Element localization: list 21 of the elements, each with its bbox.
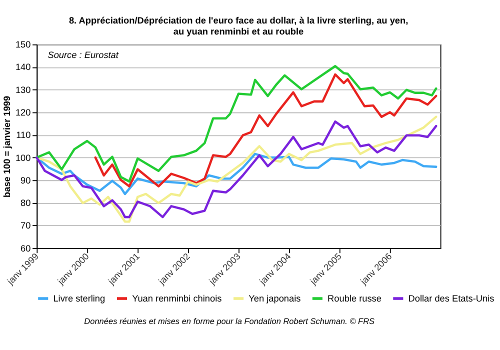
- line-series: [94, 73, 438, 188]
- chart-title: 8. Appréciation/Dépréciation de l'euro face au dollar, à la livre sterling, au yen, au yuan renminbi et au rouble: [68, 15, 408, 36]
- text: Données réunies et mises en forme pour la Fondation Robert Schuman. © FRS: [84, 317, 376, 326]
- y-tick-label: 110: [16, 130, 31, 140]
- legend-label: Dollar des Etats-Unis: [408, 293, 495, 304]
- legend-label: Livre sterling: [53, 293, 106, 304]
- y-tick-label: 100: [15, 152, 31, 163]
- y-tick-label: 150: [15, 40, 31, 50]
- y-tick-label: 140: [15, 62, 31, 72]
- legend-label: Rouble russe: [328, 293, 382, 304]
- annotation: Source : Eurostat: [48, 50, 119, 60]
- y-tick-label: 130: [15, 84, 31, 95]
- line-series: [36, 64, 438, 183]
- y-tick-label: 60: [20, 243, 31, 254]
- legend-label: Yen japonais: [248, 293, 302, 304]
- legend-label: Yuan renminbi chinois: [132, 293, 222, 304]
- y-tick-label: 90: [20, 175, 31, 186]
- y-axis-title: base 100 = janvier 1999: [2, 96, 12, 198]
- y-tick-label: 80: [20, 198, 31, 208]
- y-tick-label: 70: [20, 220, 31, 231]
- y-tick-label: 120: [15, 107, 31, 118]
